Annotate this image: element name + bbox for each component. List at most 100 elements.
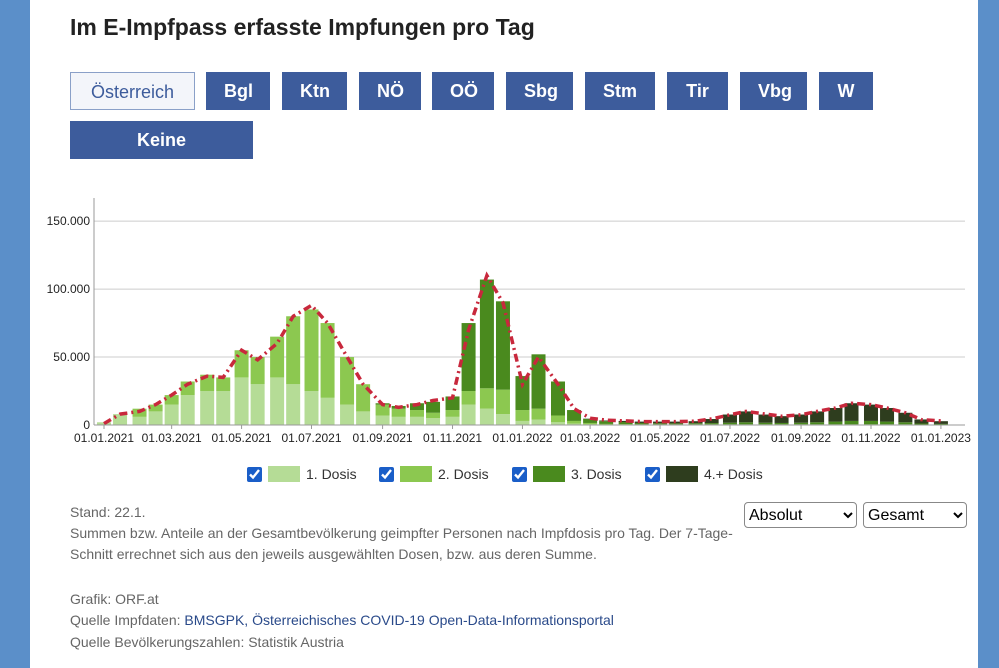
region-button[interactable]: Ktn [282,72,347,110]
bar-segment [97,422,111,425]
bar-segment [461,323,476,392]
bar-segment [583,418,598,423]
bar-segment [426,412,441,419]
bar-segment [551,415,566,423]
bar-segment [634,421,649,423]
x-tick-label: 01.01.2022 [492,431,552,445]
region-button[interactable]: Vbg [740,72,807,110]
bar-segment [304,309,319,392]
region-button[interactable]: Bgl [206,72,270,110]
population-source: Quelle Bevölkerungszahlen: Statistik Aus… [70,634,344,650]
x-tick-label: 01.03.2022 [560,431,620,445]
title: Im E-Impfpass erfasste Impfungen pro Tag [70,14,535,40]
bar-segment [758,422,773,425]
bar-segment [234,377,249,425]
bar-segment [461,404,476,425]
bar-segment [515,410,530,421]
bar-segment [426,401,441,413]
bar-segment [375,415,390,425]
bar-segment [409,403,424,411]
bar-segment [704,419,719,424]
x-tick-label: 01.07.2021 [281,431,341,445]
bar-segment [898,412,913,423]
bar-segment [828,408,843,422]
bar-segment [551,422,566,425]
x-tick-label: 01.09.2021 [353,431,413,445]
region-button[interactable]: W [819,72,873,110]
bar-segment [653,421,668,424]
y-tick-label: 0 [83,418,90,432]
stand: Stand: 22.1. [70,504,146,520]
bar-segment [286,316,301,385]
bar-segment [551,381,566,416]
bar-segment [479,279,494,389]
bar-segment [391,416,406,425]
select[interactable]: Absolut [744,502,857,528]
bar-segment [844,403,859,421]
bar-segment [320,397,335,425]
region-button[interactable]: Stm [585,72,655,110]
region-button[interactable]: NÖ [359,72,421,110]
legend-label: 3. Dosis [571,466,622,482]
x-tick-label: 01.05.2022 [630,431,690,445]
bar-segment [515,420,530,425]
checkbox[interactable] [645,466,660,482]
legend-label: 4.+ Dosis [704,466,763,482]
bar-segment [270,377,285,425]
bar-segment [340,357,355,405]
bar-segment [567,420,582,424]
bar-segment [758,414,773,423]
region-button[interactable]: Tir [667,72,728,110]
legend-item[interactable]: 4.+ Dosis [645,466,763,482]
bar-segment [164,404,179,425]
source-link[interactable]: BMSGPK, Österreichisches COVID-19 Open-D… [184,612,614,628]
bar-segment [216,377,231,392]
bar-segment [933,423,948,425]
bar-segment [409,410,424,417]
bar-segment [148,411,163,425]
bar-segment [810,422,825,425]
bar-segment [722,422,737,425]
checkbox[interactable] [247,466,262,482]
bar-segment [132,416,147,425]
legend-item[interactable]: 2. Dosis [379,466,489,482]
legend-swatch [268,466,300,482]
bar-segment [320,323,335,398]
bar-segment [250,357,265,385]
bar-segment [898,422,913,425]
bar-segment [479,388,494,409]
legend-item[interactable]: 3. Dosis [512,466,622,482]
x-tick-label: 01.09.2022 [771,431,831,445]
bar-segment [599,420,614,422]
region-button[interactable]: Österreich [70,72,195,110]
bar-segment [914,419,929,424]
bar-segment [216,391,231,425]
x-tick-label: 01.11.2021 [423,431,482,445]
x-tick-label: 01.01.2023 [911,431,971,445]
bar-segment [653,423,668,425]
bar-segment [340,404,355,425]
legend-label: 2. Dosis [438,466,489,482]
checkbox[interactable] [379,466,394,482]
bar-segment [880,408,895,422]
x-tick-label: 01.01.2021 [74,431,134,445]
bar-segment [531,408,546,420]
bar-segment [810,411,825,423]
region-button[interactable]: Sbg [506,72,573,110]
bar-segment [180,395,195,425]
bar-segment [914,423,929,425]
legend-item[interactable]: 1. Dosis [247,466,357,482]
region-button[interactable]: OÖ [432,72,494,110]
bar-segment [599,421,614,424]
bar-segment [495,414,510,425]
checkbox[interactable] [512,466,527,482]
bar-segment [495,389,510,415]
bar-segment [669,423,684,425]
bar-segment [409,416,424,425]
x-tick-label: 01.11.2022 [841,431,900,445]
region-button[interactable]: Keine Zuordnung [70,121,253,188]
bar-segment [304,391,319,425]
select[interactable]: Gesamt [863,502,967,528]
legend-label: 1. Dosis [306,466,357,482]
